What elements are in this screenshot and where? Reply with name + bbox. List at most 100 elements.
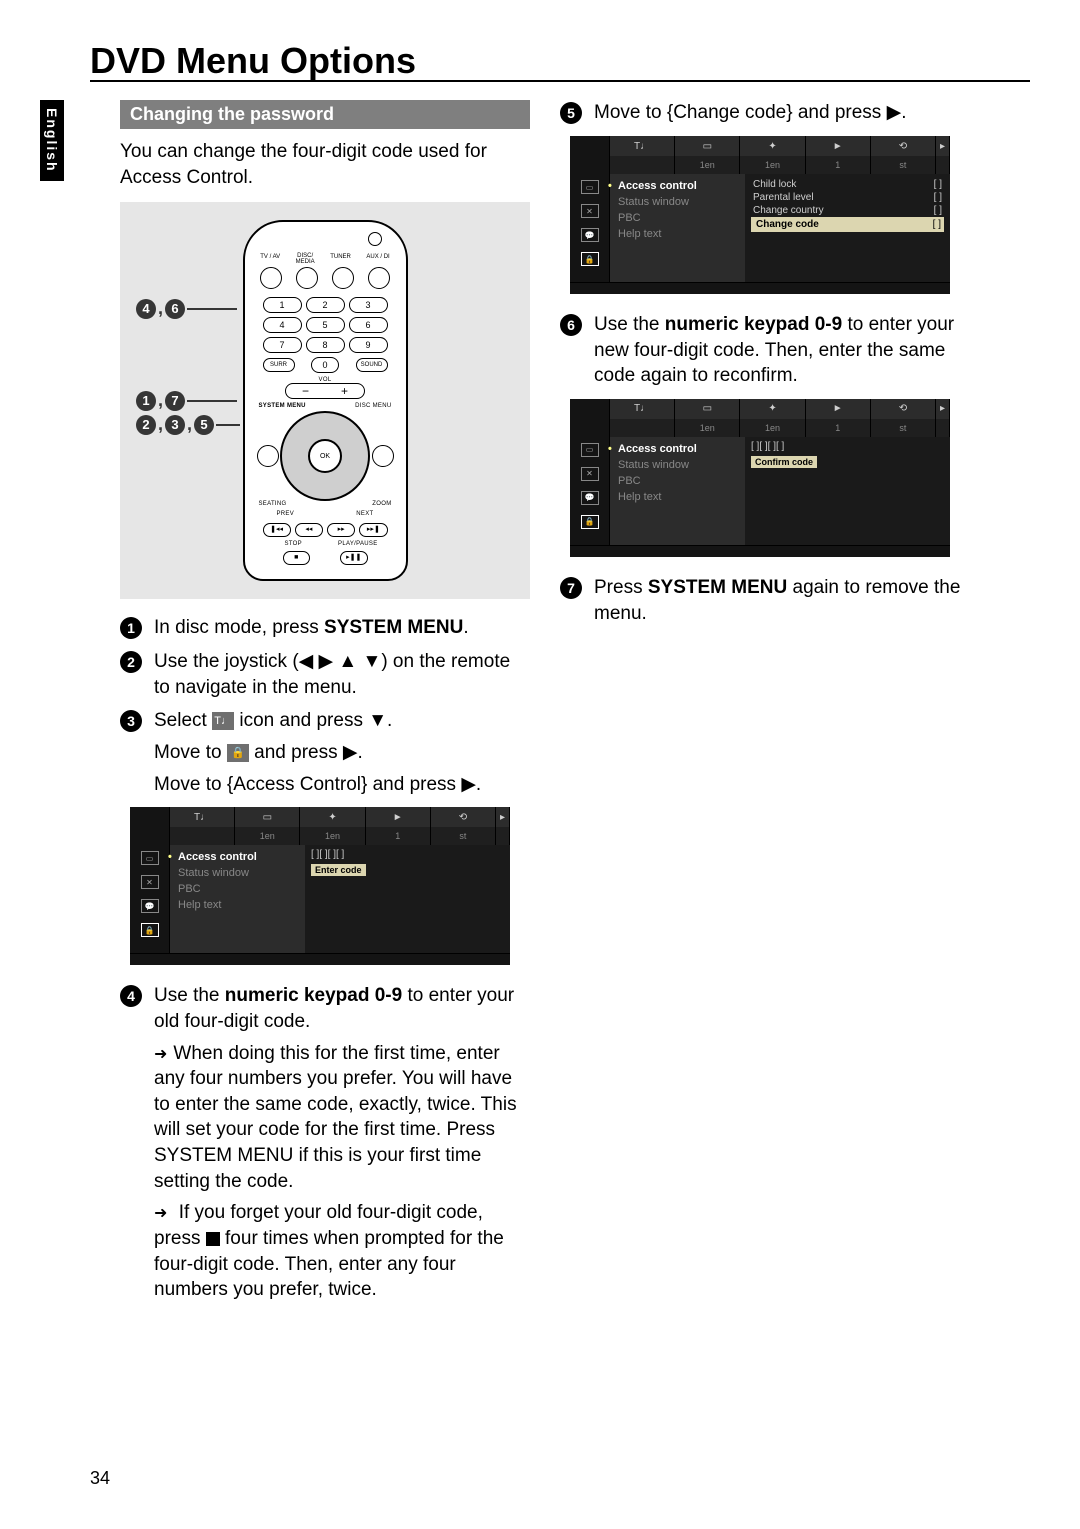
osd-prompt-enter: Enter code	[311, 864, 366, 876]
label-prev: PREV	[277, 511, 295, 517]
btn-stop: ■	[283, 551, 311, 565]
osd-tab-1: ▭	[235, 807, 300, 827]
language-tab: English	[40, 100, 64, 181]
num-0: 0	[311, 357, 339, 373]
osd2-mi-access: Access control	[610, 178, 745, 194]
btn-ff: ▸▸	[327, 523, 355, 537]
btn-disc-menu	[372, 445, 394, 467]
num-2: 2	[306, 297, 345, 313]
num-3: 3	[349, 297, 388, 313]
label-seating: SEATING	[259, 501, 287, 507]
step-3e: Move to {Access Control} and press ▶.	[154, 772, 530, 798]
step-5: 5 Move to {Change code} and press ▶.	[560, 100, 970, 126]
osd-mi-help: Help text	[170, 897, 305, 913]
nav-wrap: OK	[257, 409, 394, 503]
side-icon-lock: 🔒	[141, 923, 159, 937]
transport-row1: ❚◂◂ ◂◂ ▸▸ ▸▸❚	[263, 523, 388, 537]
num-1: 1	[263, 297, 302, 313]
step-3a: Select	[154, 710, 212, 731]
vol-label: VOL	[263, 377, 388, 383]
step-num-4: 4	[120, 985, 142, 1007]
label-next: NEXT	[356, 511, 373, 517]
page-number: 34	[90, 1468, 110, 1489]
side-icon-2: 💬	[141, 899, 159, 913]
callout-1-7: 1, 7	[136, 390, 237, 411]
btn-next: ▸▸❚	[359, 523, 387, 537]
joystick-ring: OK	[280, 411, 370, 501]
osd3-code-field: [ ][ ][ ][ ]	[751, 441, 944, 452]
step-4: 4 Use the numeric keypad 0-9 to enter yo…	[120, 983, 530, 1303]
step-num-3: 3	[120, 710, 142, 732]
step-7-body: Press SYSTEM MENU again to remove the me…	[594, 575, 970, 626]
label-tuner: TUNER	[330, 254, 351, 265]
osd-value-col: [ ][ ][ ][ ] Enter code	[305, 845, 510, 953]
source-labels: TV / AV DISC/ MEDIA TUNER AUX / DI	[253, 254, 398, 265]
standby-button	[368, 232, 382, 246]
osd-menu-list: Access control Status window PBC Help te…	[170, 845, 305, 953]
num-8: 8	[306, 337, 345, 353]
right-column: 5 Move to {Change code} and press ▶. T♩ …	[560, 100, 970, 634]
callout-circ-6: 6	[165, 299, 185, 319]
osd-change-code: T♩ ▭ ✦ ► ⟲ ▸ 1en 1en 1 st ▭ ✕ 💬 🔒 Access…	[570, 136, 950, 294]
num-4: 4	[263, 317, 302, 333]
step-4-body: Use the numeric keypad 0-9 to enter your…	[154, 983, 530, 1303]
surr-zero-sound: SURR 0 SOUND	[263, 357, 388, 373]
osd-confirm-code: T♩ ▭ ✦ ► ⟲ ▸ 1en 1en 1 st ▭ ✕ 💬 🔒 Access…	[570, 399, 950, 557]
step-1-body: In disc mode, press SYSTEM MENU.	[154, 615, 530, 641]
left-column: Changing the password You can change the…	[120, 100, 530, 1311]
step-num-2: 2	[120, 651, 142, 673]
osd-tab-3: ►	[366, 807, 431, 827]
pref-icon: T♩	[212, 712, 234, 730]
callout-comma: ,	[158, 298, 163, 319]
osd-enter-code: T♩ ▭ ✦ ► ⟲ ▸ 1en 1en 1 st ▭ ✕ 💬 🔒 Access…	[130, 807, 510, 965]
label-tvav: TV / AV	[260, 254, 280, 265]
btn-aux	[368, 267, 390, 289]
num-9: 9	[349, 337, 388, 353]
label-stop: STOP	[285, 541, 302, 547]
osd-tab-arrow: ▸	[496, 807, 510, 827]
step-4-sub2: If you forget your old four-digit code, …	[154, 1200, 530, 1303]
num-7: 7	[263, 337, 302, 353]
btn-playpause: ▸❚❚	[340, 551, 368, 565]
num-5: 5	[306, 317, 345, 333]
callout-4-6: 4, 6	[136, 298, 237, 319]
remote-diagram: 4, 6 1, 7 2, 3, 5 TV / AV DISC/ MEDIA TU…	[120, 202, 530, 599]
step-num-5: 5	[560, 102, 582, 124]
step-5-body: Move to {Change code} and press ▶.	[594, 100, 970, 126]
step-6-body: Use the numeric keypad 0-9 to enter your…	[594, 312, 970, 389]
step-3-body: Select T♩ icon and press ▼. Move to 🔒 an…	[154, 708, 530, 797]
section-heading: Changing the password	[120, 100, 530, 129]
transport-row2: ■ ▸❚❚	[283, 551, 368, 565]
remote-body: TV / AV DISC/ MEDIA TUNER AUX / DI 1 2 3…	[243, 220, 408, 581]
step-4b: numeric keypad 0-9	[225, 985, 402, 1006]
volume-group: VOL −+	[263, 377, 388, 399]
source-buttons	[253, 267, 398, 289]
osd2-opt-parental: Parental level[ ]	[751, 191, 944, 204]
callout-circ-3: 3	[165, 415, 185, 435]
label-system-menu: SYSTEM MENU	[259, 403, 306, 409]
label-playpause: PLAY/PAUSE	[338, 541, 377, 547]
osd2-opt-changecode: Change code[ ]	[751, 217, 944, 232]
btn-prev: ❚◂◂	[263, 523, 291, 537]
step-num-6: 6	[560, 314, 582, 336]
vol-rocker: −+	[285, 383, 365, 399]
osd2-opt-country: Change country[ ]	[751, 204, 944, 217]
callout-line	[187, 400, 237, 402]
step-7: 7 Press SYSTEM MENU again to remove the …	[560, 575, 970, 626]
section-intro: You can change the four-digit code used …	[120, 139, 530, 190]
osd-tab-0: T♩	[170, 807, 235, 827]
step-3b: icon and press ▼.	[234, 710, 392, 731]
label-zoom: ZOOM	[372, 501, 391, 507]
callout-comma: ,	[187, 414, 192, 435]
step-2-body: Use the joystick (◀ ▶ ▲ ▼) on the remote…	[154, 649, 530, 700]
step-1-bold: SYSTEM MENU	[324, 617, 463, 638]
step-6: 6 Use the numeric keypad 0-9 to enter yo…	[560, 312, 970, 389]
osd-tab-4: ⟲	[431, 807, 496, 827]
callout-circ-4: 4	[136, 299, 156, 319]
callout-circ-1: 1	[136, 391, 156, 411]
osd-mi-status: Status window	[170, 865, 305, 881]
step-1-end: .	[463, 617, 468, 638]
step-num-7: 7	[560, 577, 582, 599]
callout-circ-5: 5	[194, 415, 214, 435]
osd-mi-access: Access control	[170, 849, 305, 865]
